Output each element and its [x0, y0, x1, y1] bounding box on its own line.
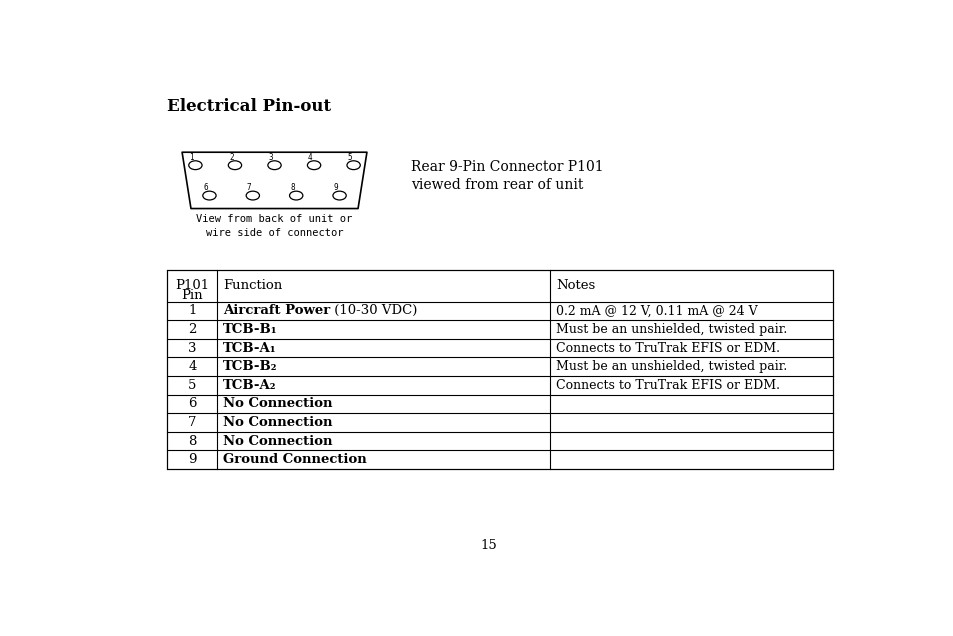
Text: 7: 7: [247, 183, 252, 193]
Text: 4: 4: [188, 360, 196, 373]
Text: 9: 9: [334, 183, 338, 193]
Text: 2: 2: [188, 323, 196, 336]
Text: 1: 1: [188, 305, 196, 317]
Text: viewed from rear of unit: viewed from rear of unit: [411, 178, 583, 192]
Circle shape: [189, 161, 202, 170]
Text: Must be an unshielded, twisted pair.: Must be an unshielded, twisted pair.: [556, 323, 786, 336]
Text: 15: 15: [480, 539, 497, 552]
Text: No Connection: No Connection: [223, 434, 333, 448]
Text: 8: 8: [290, 183, 294, 193]
Text: Rear 9-Pin Connector P101: Rear 9-Pin Connector P101: [411, 160, 603, 174]
Text: 7: 7: [188, 416, 196, 429]
Text: 5: 5: [188, 379, 196, 392]
Circle shape: [246, 191, 259, 200]
Circle shape: [347, 161, 360, 170]
Text: Notes: Notes: [556, 279, 595, 292]
Text: Connects to TruTrak EFIS or EDM.: Connects to TruTrak EFIS or EDM.: [556, 342, 779, 355]
Text: 3: 3: [188, 342, 196, 355]
Text: Pin: Pin: [181, 289, 203, 303]
Bar: [167, 270, 832, 469]
Text: 0.2 mA @ 12 V, 0.11 mA @ 24 V: 0.2 mA @ 12 V, 0.11 mA @ 24 V: [556, 305, 757, 317]
Text: 1: 1: [190, 153, 193, 162]
Text: Aircraft Power: Aircraft Power: [223, 305, 330, 317]
Circle shape: [290, 191, 302, 200]
Text: Function: Function: [223, 279, 282, 292]
Circle shape: [307, 161, 320, 170]
Circle shape: [203, 191, 216, 200]
Text: Connects to TruTrak EFIS or EDM.: Connects to TruTrak EFIS or EDM.: [556, 379, 779, 392]
Text: No Connection: No Connection: [223, 416, 333, 429]
Text: TCB-B₂: TCB-B₂: [223, 360, 277, 373]
Circle shape: [268, 161, 281, 170]
Text: 3: 3: [268, 153, 273, 162]
Text: No Connection: No Connection: [223, 398, 333, 410]
Text: 2: 2: [229, 153, 233, 162]
Text: TCB-A₂: TCB-A₂: [223, 379, 276, 392]
Text: Electrical Pin-out: Electrical Pin-out: [167, 99, 331, 115]
Circle shape: [333, 191, 346, 200]
Polygon shape: [182, 152, 367, 209]
Text: 9: 9: [188, 453, 196, 466]
Text: 6: 6: [203, 183, 208, 193]
Text: (10-30 VDC): (10-30 VDC): [330, 305, 417, 317]
Text: View from back of unit or
wire side of connector: View from back of unit or wire side of c…: [196, 214, 353, 238]
Text: 5: 5: [347, 153, 352, 162]
Text: TCB-A₁: TCB-A₁: [223, 342, 276, 355]
Text: 6: 6: [188, 398, 196, 410]
Text: Must be an unshielded, twisted pair.: Must be an unshielded, twisted pair.: [556, 360, 786, 373]
Text: P101: P101: [175, 279, 209, 292]
Text: Ground Connection: Ground Connection: [223, 453, 367, 466]
Text: TCB-B₁: TCB-B₁: [223, 323, 277, 336]
Circle shape: [228, 161, 241, 170]
Text: 8: 8: [188, 434, 196, 448]
Text: 4: 4: [308, 153, 313, 162]
